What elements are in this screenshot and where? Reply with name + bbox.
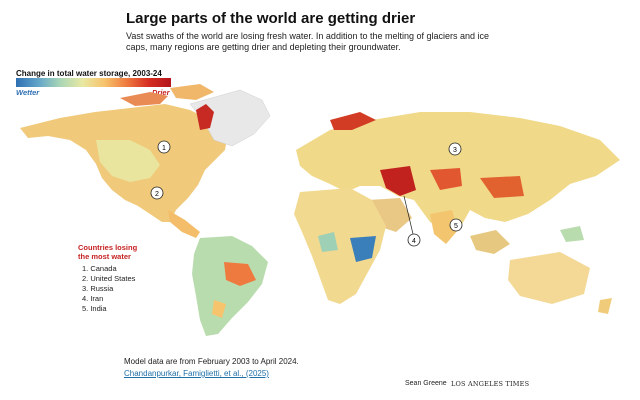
- author-credit: Sean Greene: [405, 380, 447, 387]
- map-marker-2[interactable]: 2: [150, 186, 164, 200]
- map-marker-1[interactable]: 1: [157, 140, 171, 154]
- legend-color-bar: [16, 78, 171, 87]
- country-item: 5. India: [82, 304, 107, 313]
- svg-text:5: 5: [454, 223, 458, 230]
- countries-heading-line2: the most water: [78, 252, 131, 261]
- country-item: 3. Russia: [82, 284, 114, 293]
- countries-losing-water-box: Countries losing the most water 1. Canad…: [78, 243, 137, 314]
- svg-text:4: 4: [412, 238, 416, 245]
- south-america-landmass: [192, 236, 268, 336]
- se-asia-australia: [470, 226, 612, 314]
- map-title: Large parts of the world are getting dri…: [126, 10, 416, 27]
- countries-heading-line1: Countries losing: [78, 243, 138, 252]
- map-marker-4[interactable]: 4: [403, 195, 421, 247]
- arctic-islands: [120, 84, 271, 147]
- legend-wetter-label: Wetter: [16, 88, 40, 97]
- country-item: 4. Iran: [82, 294, 104, 303]
- source-link[interactable]: Chandanpurkar, Famiglietti, et al., (202…: [124, 369, 269, 378]
- map-marker-5[interactable]: 5: [449, 218, 463, 232]
- country-item: 2. United States: [82, 274, 136, 283]
- data-footnote: Model data are from February 2003 to Apr…: [124, 357, 299, 366]
- country-item: 1. Canada: [82, 264, 117, 273]
- svg-text:3: 3: [453, 147, 457, 154]
- north-america-landmass: [20, 104, 228, 238]
- svg-text:2: 2: [155, 191, 159, 198]
- map-subtitle: Vast swaths of the world are losing fres…: [126, 31, 490, 52]
- publisher-logo: LOS ANGELES TIMES: [451, 380, 530, 388]
- legend-drier-label: Drier: [152, 88, 170, 97]
- countries-list: 1. Canada 2. United States 3. Russia 4. …: [78, 264, 137, 314]
- eurasia-landmass: [296, 112, 620, 232]
- africa-landmass: [294, 188, 386, 304]
- svg-text:1: 1: [162, 145, 166, 152]
- map-marker-3[interactable]: 3: [448, 142, 462, 156]
- legend-title: Change in total water storage, 2003-24: [16, 69, 162, 78]
